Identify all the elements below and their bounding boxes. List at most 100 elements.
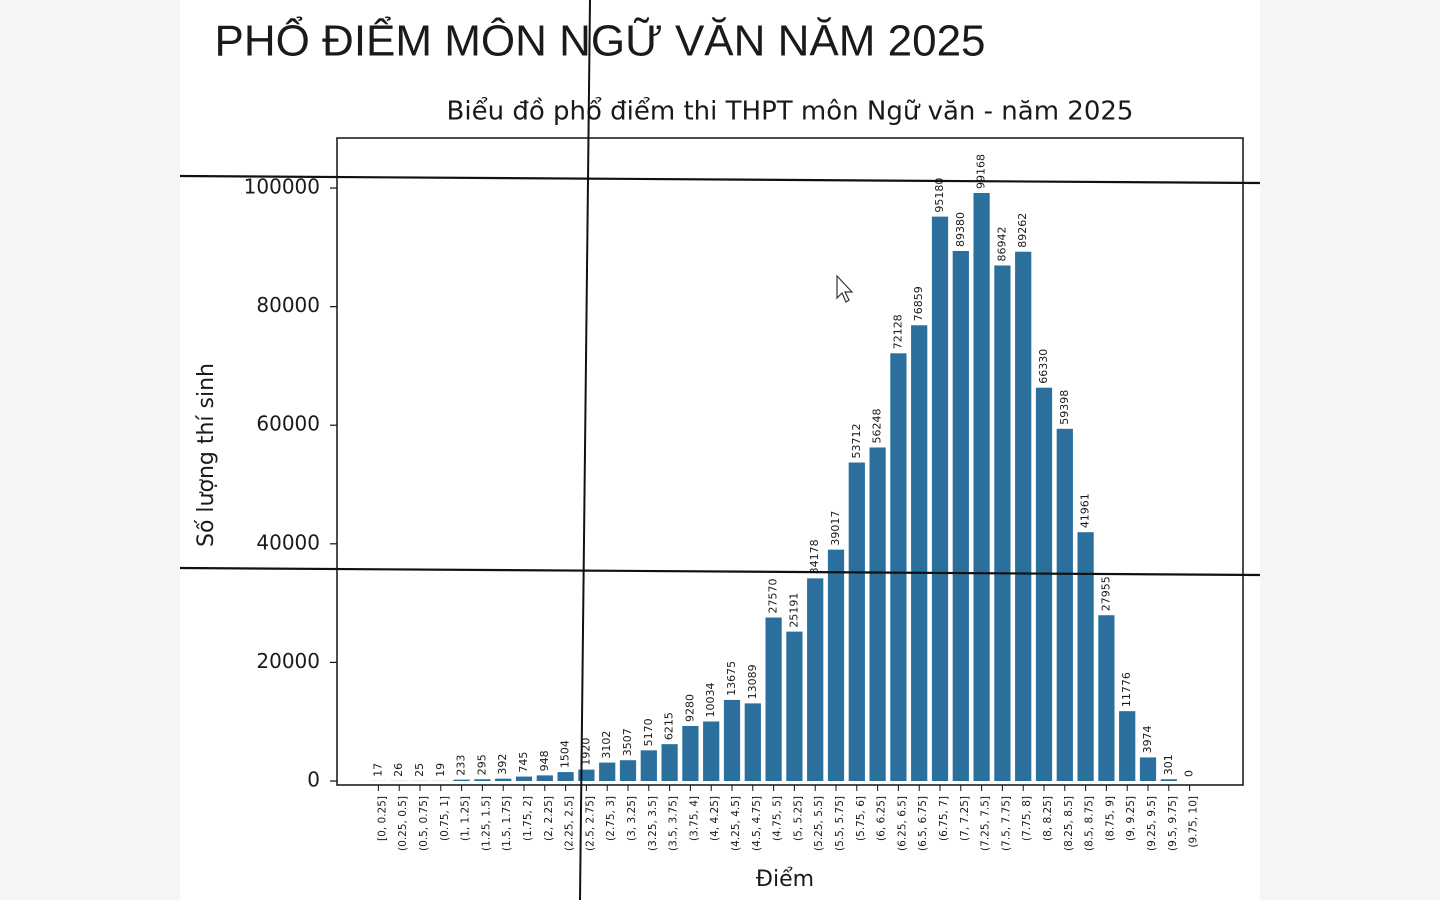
bar xyxy=(827,549,845,781)
value-label: 295 xyxy=(475,754,488,775)
x-tick-label: (9, 9.25] xyxy=(1125,796,1137,841)
value-label: 392 xyxy=(496,754,509,775)
bar xyxy=(474,779,491,781)
x-tick-label: (6.5, 6.75] xyxy=(917,796,929,851)
bar xyxy=(952,251,969,781)
bar xyxy=(640,750,657,781)
chart-title: Biểu đồ phổ điểm thi THPT môn Ngữ văn - … xyxy=(447,96,1134,127)
y-tick-label: 40000 xyxy=(256,530,320,554)
value-label: 3974 xyxy=(1141,725,1154,753)
value-label: 3507 xyxy=(621,728,634,756)
x-tick-label: (5.75, 6] xyxy=(855,796,867,841)
value-label: 72128 xyxy=(891,314,904,349)
guide-line xyxy=(579,0,591,900)
value-label: 89262 xyxy=(1016,213,1029,248)
value-label: 25191 xyxy=(787,593,800,628)
value-label: 13675 xyxy=(725,661,738,696)
x-axis-label: Điểm xyxy=(756,867,814,892)
bar xyxy=(1139,757,1157,781)
x-tick-label: (3.25, 3.5] xyxy=(647,796,659,851)
x-tick-label: (4, 4.25] xyxy=(709,796,721,841)
x-tick-label: (9.5, 9.75] xyxy=(1167,796,1179,851)
value-label: 1504 xyxy=(559,740,572,768)
bar xyxy=(495,778,512,781)
bar xyxy=(557,772,574,781)
value-label: 301 xyxy=(1162,754,1175,775)
x-tick-label: (3.5, 3.75] xyxy=(668,796,680,851)
value-label: 34178 xyxy=(808,539,821,574)
value-label: 9280 xyxy=(683,694,696,722)
value-label: 27570 xyxy=(767,579,780,614)
bar xyxy=(869,447,886,781)
x-tick-label: (8.75, 9] xyxy=(1104,796,1116,841)
x-tick-label: (8.25, 8.5] xyxy=(1063,796,1075,851)
bar xyxy=(1035,387,1053,781)
value-label: 53712 xyxy=(850,424,863,459)
y-axis-label: Số lượng thí sinh xyxy=(194,363,219,547)
x-tick-label: (1.5, 1.75] xyxy=(501,796,513,851)
value-label: 27955 xyxy=(1099,576,1112,611)
value-label: 89380 xyxy=(954,212,967,247)
paper xyxy=(180,0,1260,900)
bar xyxy=(807,578,824,781)
value-label: 26 xyxy=(392,763,405,777)
bar xyxy=(661,744,678,781)
x-tick-label: (6.25, 6.5] xyxy=(896,796,908,851)
x-tick-label: (6, 6.25] xyxy=(876,796,888,841)
x-tick-label: (4.25, 4.5] xyxy=(730,796,742,851)
bar xyxy=(1056,428,1073,781)
value-label: 41961 xyxy=(1079,493,1092,528)
value-label: 948 xyxy=(538,750,551,771)
bar xyxy=(931,216,949,781)
y-tick-label: 100000 xyxy=(244,175,320,199)
plot-frame xyxy=(336,137,1244,786)
bar xyxy=(619,760,637,781)
x-tick-label: (7.75, 8] xyxy=(1021,796,1033,841)
bar xyxy=(599,762,616,781)
x-tick-label: (4.5, 4.75] xyxy=(751,796,763,851)
cursor-icon xyxy=(836,274,854,303)
bar xyxy=(848,462,865,781)
y-tick-label: 80000 xyxy=(256,293,320,317)
page-heading: PHỔ ĐIỂM MÔN NGỮ VĂN NĂM 2025 xyxy=(214,15,985,66)
bar xyxy=(994,265,1011,781)
bar xyxy=(890,353,907,781)
x-tick-label: (9.75, 10] xyxy=(1188,796,1200,848)
x-tick-label: (0.75, 1] xyxy=(439,796,451,841)
value-label: 10034 xyxy=(704,683,717,718)
y-tick-label: 60000 xyxy=(256,412,320,436)
x-tick-label: (6.75, 7] xyxy=(938,796,950,841)
value-label: 5170 xyxy=(642,718,655,746)
value-label: 11776 xyxy=(1120,672,1133,707)
bar xyxy=(973,192,990,782)
bar xyxy=(786,631,803,781)
value-label: 13089 xyxy=(746,664,759,699)
x-tick-label: (2.25, 2.5] xyxy=(564,796,576,851)
value-label: 3102 xyxy=(600,731,613,759)
bar xyxy=(1098,615,1115,781)
x-tick-label: (3, 3.25] xyxy=(626,796,638,841)
guide-line xyxy=(179,174,1261,185)
x-tick-label: (0.5, 0.75] xyxy=(418,796,430,851)
value-label: 6215 xyxy=(663,712,676,740)
bar xyxy=(682,725,699,781)
bar xyxy=(515,776,533,781)
value-label: 0 xyxy=(1183,770,1196,777)
x-tick-label: (5, 5.25] xyxy=(792,796,804,841)
value-label: 95180 xyxy=(933,178,946,213)
x-tick-label: (7, 7.25] xyxy=(959,796,971,841)
value-label: 39017 xyxy=(829,511,842,546)
bar xyxy=(703,721,720,781)
x-tick-label: (3.75, 4] xyxy=(688,796,700,841)
x-tick-label: (0.25, 0.5] xyxy=(397,796,409,851)
x-tick-label: (7.25, 7.5] xyxy=(980,796,992,851)
value-label: 17 xyxy=(371,763,384,777)
bar xyxy=(723,699,741,781)
value-label: 99168 xyxy=(975,154,988,189)
value-label: 745 xyxy=(517,752,530,773)
x-tick-label: [0, 0.25] xyxy=(376,796,388,841)
value-label: 25 xyxy=(413,763,426,777)
x-tick-label: (4.75, 5] xyxy=(772,796,784,841)
